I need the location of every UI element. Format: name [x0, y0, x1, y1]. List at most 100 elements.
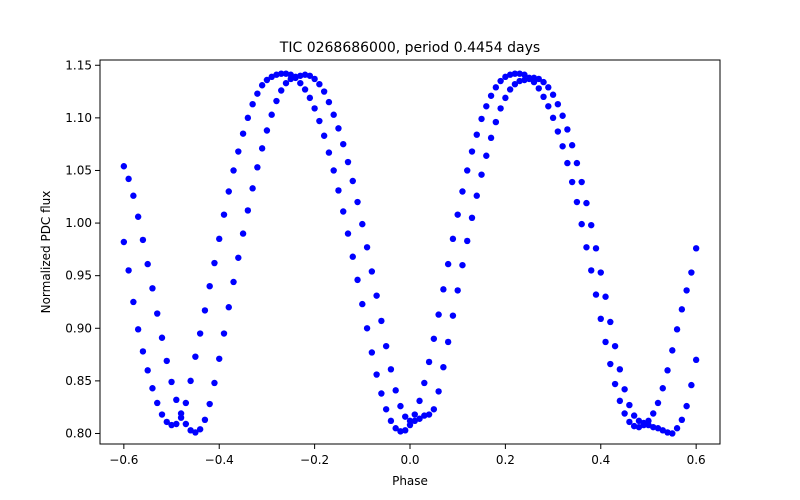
data-point	[249, 100, 256, 108]
data-point	[688, 381, 695, 389]
data-point	[540, 78, 547, 86]
data-point	[359, 300, 366, 308]
data-point	[559, 112, 566, 119]
data-point	[268, 111, 275, 118]
data-point	[683, 402, 690, 410]
x-tick-label: 0.4	[591, 453, 610, 467]
data-point	[592, 245, 600, 252]
data-point	[292, 73, 299, 81]
data-point	[120, 238, 128, 246]
data-point	[635, 423, 643, 431]
data-point	[626, 401, 633, 409]
data-point	[430, 335, 438, 342]
data-point	[359, 220, 366, 228]
x-tick-label: 0.6	[687, 453, 706, 467]
data-point	[325, 149, 333, 156]
data-point	[144, 367, 151, 374]
data-point	[597, 269, 604, 276]
y-tick-label: 1.05	[65, 163, 92, 177]
data-point	[468, 214, 476, 222]
data-point	[568, 142, 576, 149]
data-point	[406, 417, 414, 425]
data-point	[149, 385, 156, 392]
data-point	[459, 188, 466, 195]
data-point	[564, 126, 571, 133]
data-point	[182, 420, 190, 428]
data-point	[287, 75, 294, 83]
data-point	[306, 94, 314, 102]
data-point	[301, 86, 309, 93]
y-tick-label: 0.85	[65, 374, 92, 388]
data-point	[163, 418, 170, 426]
data-point	[621, 410, 628, 417]
data-point	[139, 348, 147, 355]
data-point	[688, 269, 695, 276]
data-points	[120, 70, 700, 437]
data-point	[325, 98, 333, 106]
data-point	[173, 420, 180, 428]
data-point	[134, 326, 142, 333]
data-point	[254, 164, 261, 171]
data-point	[497, 105, 504, 112]
data-point	[449, 235, 457, 243]
data-point	[263, 76, 271, 84]
data-point	[459, 261, 466, 269]
data-point	[487, 92, 495, 99]
data-point	[573, 198, 581, 206]
data-point	[678, 416, 686, 423]
data-point	[502, 94, 509, 102]
data-point	[373, 371, 380, 378]
data-point	[568, 178, 576, 186]
data-point	[411, 417, 418, 425]
data-point	[602, 338, 609, 346]
data-point	[516, 77, 523, 85]
data-point	[282, 79, 290, 87]
data-point	[502, 73, 509, 81]
data-point	[650, 410, 657, 417]
data-point	[659, 385, 666, 392]
data-point	[692, 356, 700, 364]
data-point	[239, 230, 247, 237]
data-point	[397, 428, 404, 435]
data-point	[659, 427, 666, 434]
data-point	[316, 117, 323, 125]
data-point	[368, 268, 376, 275]
data-point	[483, 103, 490, 110]
data-point	[516, 70, 523, 77]
data-point	[392, 425, 399, 432]
data-point	[654, 399, 662, 407]
x-axis-ticks: −0.6 −0.4 −0.2 0.0 0.2 0.4 0.6	[109, 444, 706, 467]
data-point	[478, 171, 485, 178]
data-point	[335, 125, 342, 132]
data-point	[630, 422, 638, 430]
data-point	[154, 310, 161, 317]
data-point	[640, 419, 647, 427]
data-point	[382, 342, 390, 350]
data-point	[506, 86, 514, 93]
data-point	[483, 152, 490, 159]
data-point	[211, 379, 218, 387]
data-point	[416, 415, 423, 422]
data-point	[454, 211, 461, 218]
data-point	[425, 411, 433, 418]
data-point	[235, 254, 242, 261]
data-point	[402, 413, 409, 420]
data-point	[492, 84, 500, 91]
data-point	[430, 406, 438, 413]
data-point	[306, 72, 314, 79]
data-point	[664, 429, 671, 436]
data-point	[540, 93, 547, 101]
y-tick-label: 1.10	[65, 111, 92, 125]
data-point	[311, 75, 318, 83]
data-point	[673, 425, 681, 432]
y-axis-label: Normalized PDC flux	[39, 191, 53, 314]
data-point	[330, 167, 337, 174]
data-point	[611, 342, 619, 350]
data-point	[340, 140, 347, 148]
data-point	[511, 81, 519, 88]
data-point	[564, 159, 571, 167]
data-point	[440, 286, 447, 293]
data-point	[473, 131, 480, 138]
